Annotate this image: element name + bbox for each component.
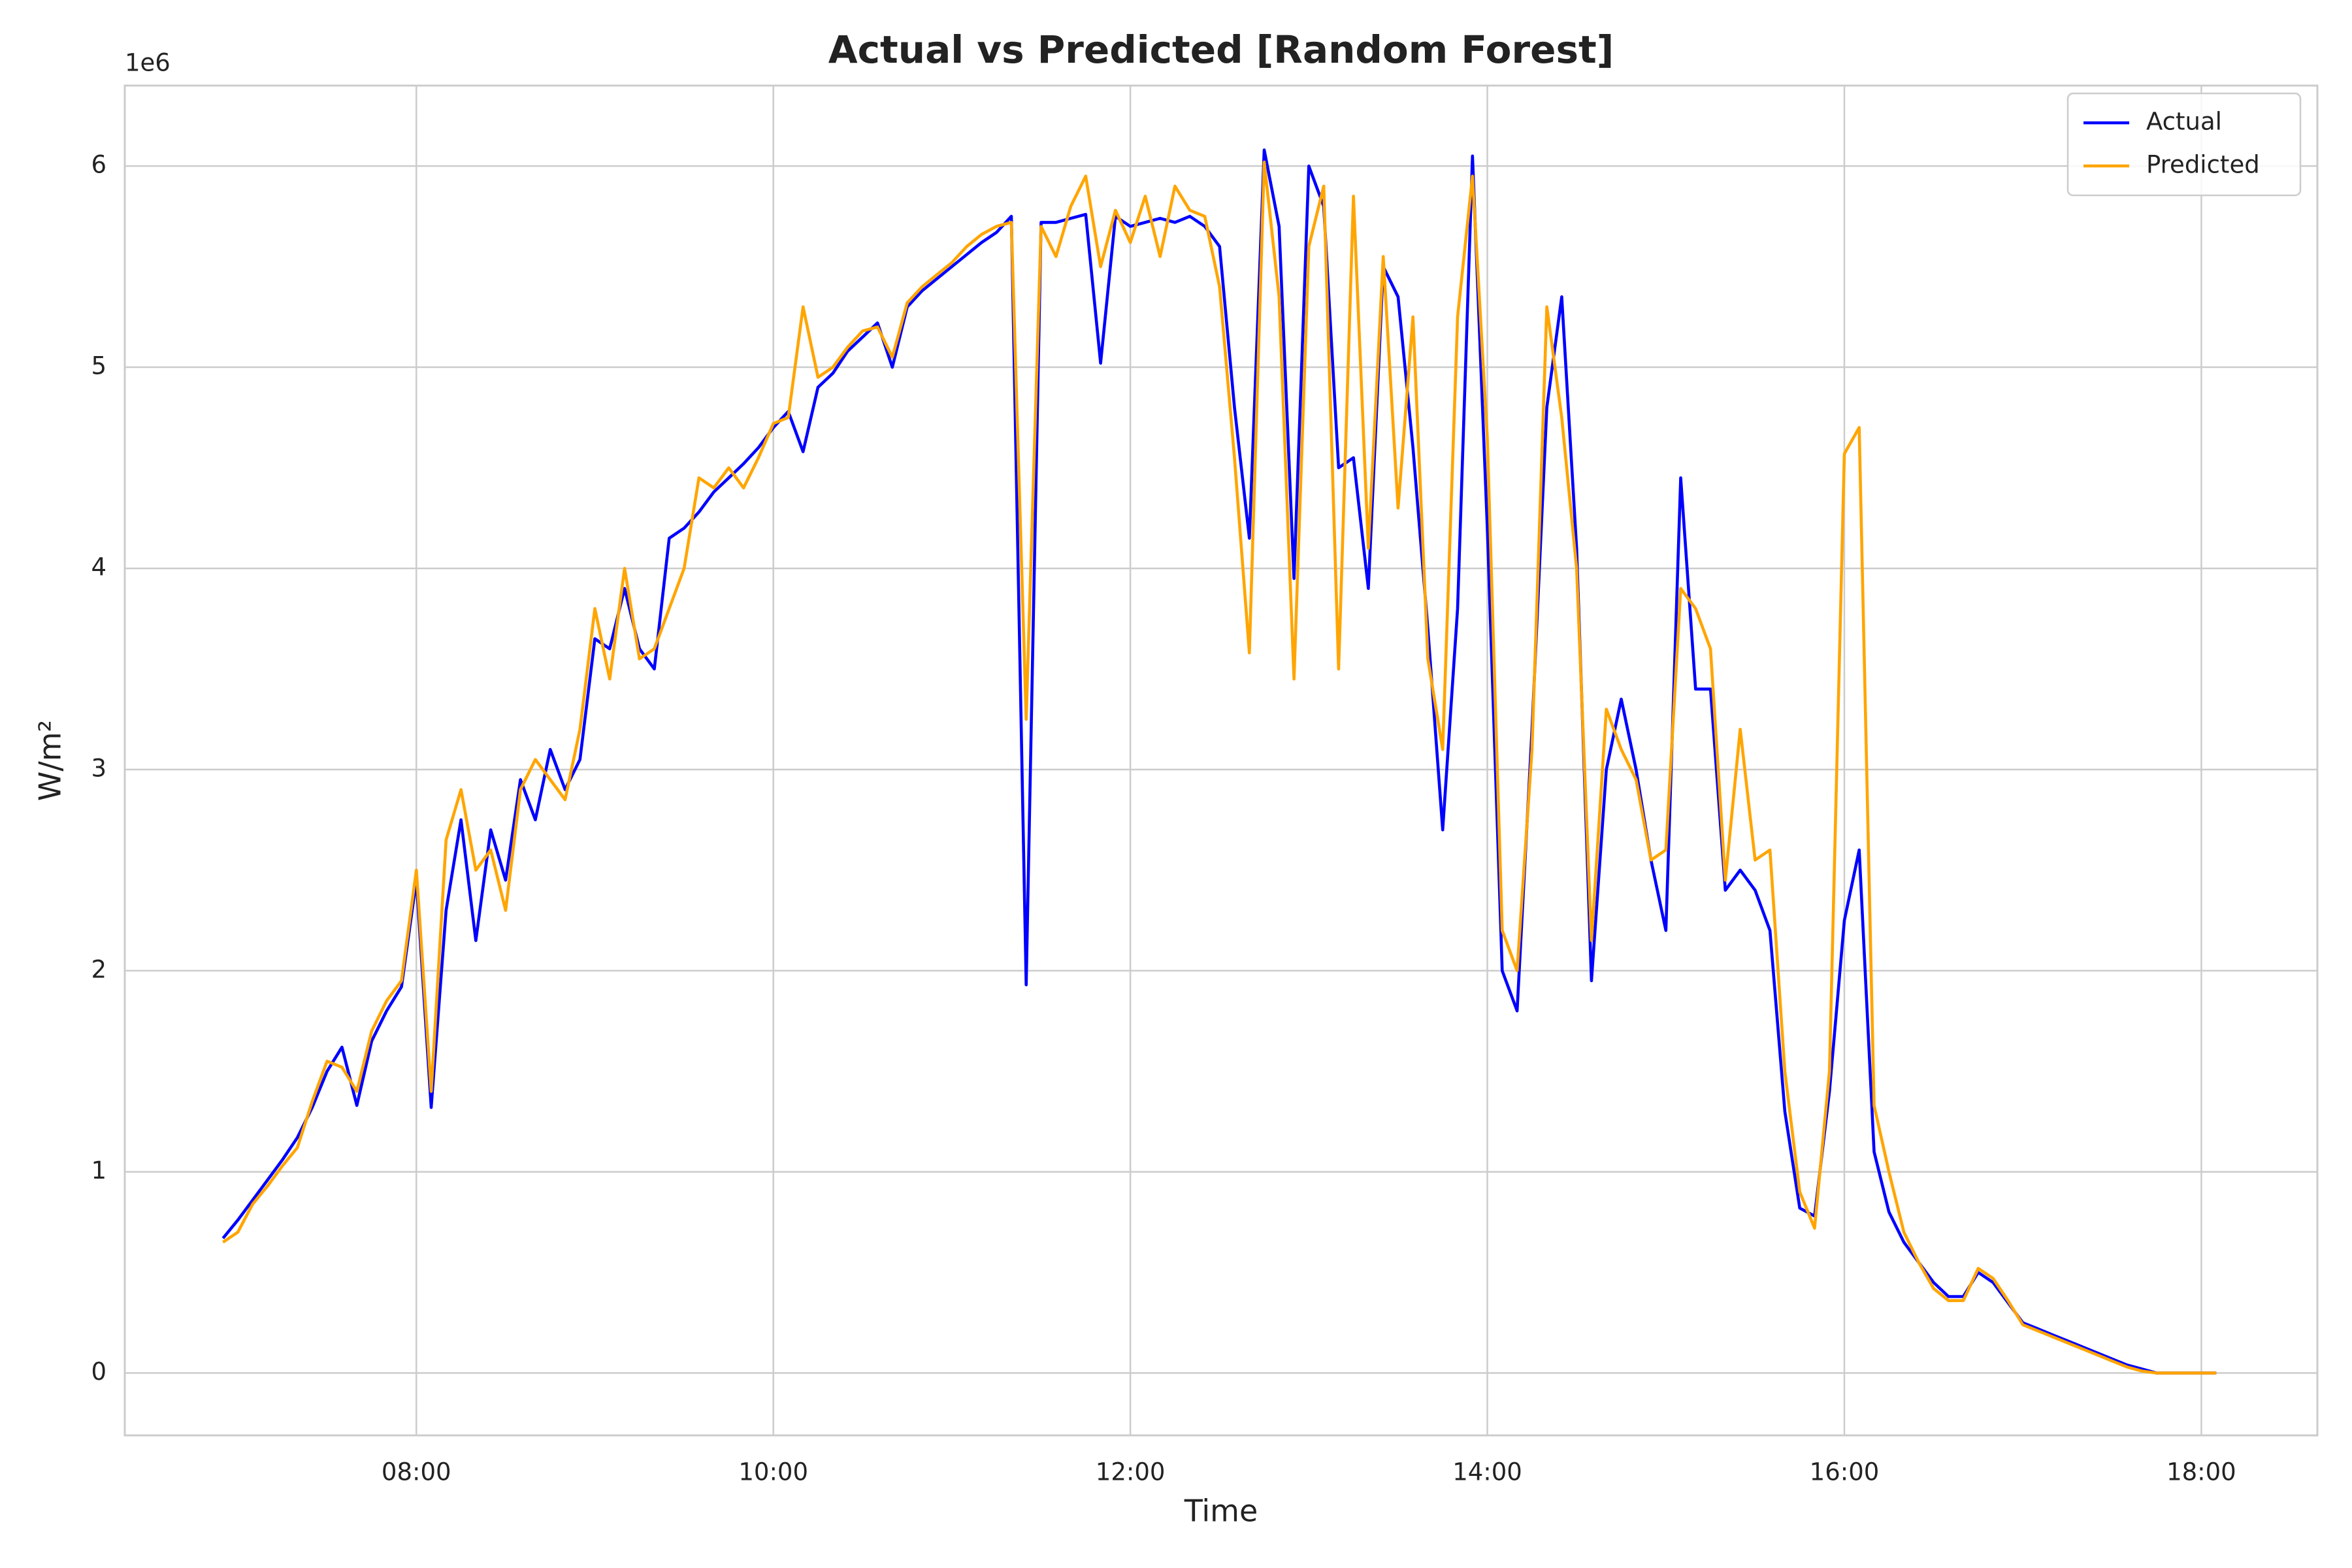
x-tick-label: 16:00 <box>1810 1458 1880 1486</box>
legend-label: Predicted <box>2146 151 2260 179</box>
x-tick-label: 18:00 <box>2166 1458 2236 1486</box>
y-axis-label: W/m² <box>33 720 68 801</box>
x-tick-label: 12:00 <box>1096 1458 1166 1486</box>
y-tick-label: 3 <box>91 754 106 782</box>
y-tick-label: 0 <box>91 1358 106 1386</box>
y-offset-label: 1e6 <box>125 49 171 77</box>
y-tick-label: 1 <box>91 1156 106 1184</box>
y-tick-label: 2 <box>91 955 106 983</box>
y-tick-label: 5 <box>91 352 106 380</box>
x-tick-label: 08:00 <box>382 1458 451 1486</box>
legend-label: Actual <box>2146 108 2222 136</box>
data-line <box>222 160 2217 1375</box>
chart-title: Actual vs Predicted [Random Forest] <box>828 27 1614 72</box>
legend: Actual Predicted <box>2066 92 2302 197</box>
y-tick-label: 4 <box>91 553 106 581</box>
y-tick-label: 6 <box>91 151 106 179</box>
plot-frame <box>123 84 2319 1437</box>
legend-box <box>2066 92 2302 197</box>
x-axis-label: Time <box>1184 1494 1258 1529</box>
data-line <box>221 148 2217 1375</box>
x-tick-label: 14:00 <box>1452 1458 1522 1486</box>
x-tick-label: 10:00 <box>738 1458 808 1486</box>
